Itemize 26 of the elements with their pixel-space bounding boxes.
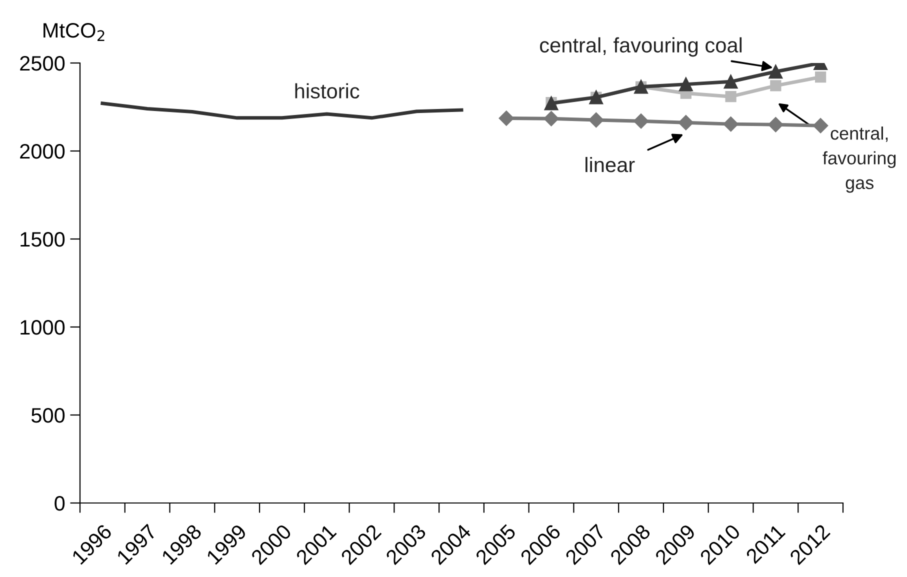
line-series: [100, 102, 464, 120]
y-axis-title: MtCO$_{2}$: [44, 23, 104, 41]
point: [768, 117, 784, 132]
series-label: central, favouring coal: [540, 37, 742, 57]
point: [588, 112, 604, 128]
point: [812, 118, 828, 134]
series-label: historic: [295, 83, 360, 99]
y-tick-label: 0: [54, 496, 65, 511]
y-tick-label: 1500: [20, 232, 65, 247]
point: [815, 72, 826, 83]
y-tick-label: 1000: [20, 320, 65, 335]
point: [725, 91, 736, 102]
y-tick-label: 2000: [20, 144, 65, 159]
y-tick-label: 500: [31, 408, 65, 423]
point: [678, 115, 694, 130]
y-tick-label: 2500: [20, 56, 65, 71]
point: [724, 74, 738, 89]
point: [723, 116, 738, 132]
point: [768, 64, 783, 79]
point: [544, 111, 559, 126]
point: [633, 114, 649, 129]
point: [498, 110, 514, 126]
series-label: linear: [586, 156, 635, 172]
text: central, favouring gas: [822, 126, 896, 193]
point: [678, 77, 693, 92]
point: [770, 80, 782, 92]
